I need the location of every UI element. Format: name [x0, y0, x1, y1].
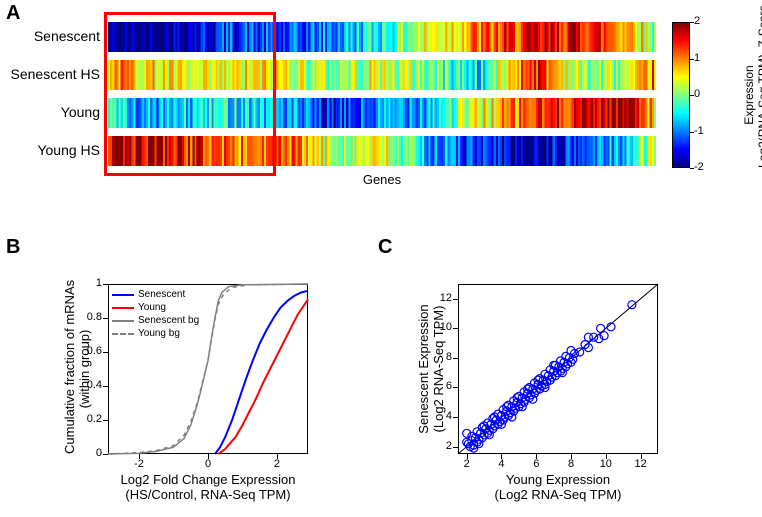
heatmap-row-young — [108, 98, 656, 128]
row-label-young-hs: Young HS — [0, 142, 100, 158]
scatter-point — [628, 301, 636, 309]
legend-swatch — [112, 307, 134, 309]
colorbar-title: ExpressionLog2(RNA-Seq TPM), Z-Score — [742, 22, 762, 168]
heatmap-row-senescent — [108, 22, 656, 52]
panel-c-xlabel-line: Young Expression — [458, 472, 658, 487]
panel-c-xlabel-line: (Log2 RNA-Seq TPM) — [458, 487, 658, 502]
panel-c-xtick: 12 — [631, 458, 651, 470]
panel-b-ylabel: Cumulative fraction of mRNAs(within grou… — [62, 284, 92, 454]
figure-container: A Senescent Senescent HS Young Young HS … — [0, 0, 762, 517]
legend-label: Young bg — [138, 328, 180, 339]
panel-c-xtick: 10 — [596, 458, 616, 470]
panel-b-ytick: 1 — [96, 277, 102, 289]
panel-c-xtick: 6 — [526, 458, 546, 470]
series-young — [218, 299, 308, 454]
panel-b-legend: Senescent Young Senescent bg Young bg — [112, 288, 199, 340]
panel-c-ylabel-line: Senescent Expression — [416, 284, 431, 454]
row-label-young: Young — [0, 104, 100, 120]
panel-c-xlabel: Young Expression(Log2 RNA-Seq TPM) — [458, 472, 658, 502]
panel-b-xlabel-line: (HS/Control, RNA-Seq TPM) — [108, 487, 308, 502]
panel-b-xtick: 0 — [200, 458, 216, 470]
legend-swatch — [112, 294, 134, 296]
panel-b-xlabel: Log2 Fold Change Expression(HS/Control, … — [108, 472, 308, 502]
panel-b-label: B — [6, 236, 20, 259]
panel-c-ylabel: Senescent Expression(Log2 RNA-Seq TPM) — [416, 284, 446, 454]
colorbar-border — [672, 22, 690, 168]
panel-b-ylabel-line: Cumulative fraction of mRNAs — [62, 284, 77, 454]
panel-c-svg — [458, 284, 658, 454]
legend-item: Young bg — [112, 327, 199, 340]
panel-b-xlabel-line: Log2 Fold Change Expression — [108, 472, 308, 487]
colorbar-tick: 2 — [694, 15, 700, 27]
panel-c-xtick: 8 — [561, 458, 581, 470]
legend-item: Senescent — [112, 288, 199, 301]
panel-b-xtick: 2 — [269, 458, 285, 470]
panel-c-xtick: 2 — [457, 458, 477, 470]
legend-swatch — [112, 320, 134, 322]
colorbar-tick: 1 — [694, 52, 700, 64]
colorbar-tick: -1 — [694, 125, 704, 137]
scatter-point — [584, 333, 592, 341]
legend-item: Senescent bg — [112, 314, 199, 327]
legend-label: Senescent bg — [138, 315, 199, 326]
legend-item: Young — [112, 301, 199, 314]
colorbar-title-line: Expression — [742, 22, 756, 168]
scatter-point — [597, 324, 605, 332]
row-label-senescent-hs: Senescent HS — [0, 66, 100, 82]
series-senescent — [215, 291, 308, 454]
panel-c-ylabel-line: (Log2 RNA-Seq TPM) — [431, 284, 446, 454]
panel-b-xtick: -2 — [131, 458, 147, 470]
scatter-point — [576, 348, 584, 356]
legend-swatch — [112, 333, 134, 335]
panel-c-label: C — [378, 236, 392, 259]
heatmap-row-senescent-hs — [108, 60, 656, 90]
row-label-senescent: Senescent — [0, 28, 100, 44]
colorbar-tick: 0 — [694, 88, 700, 100]
heatmap-row-young-hs — [108, 136, 656, 166]
legend-label: Young — [138, 302, 166, 313]
panel-b-ylabel-line: (within group) — [77, 284, 92, 454]
panel-b-ytick: 0 — [96, 447, 102, 459]
colorbar-tick: -2 — [694, 161, 704, 173]
panel-a-xlabel: Genes — [108, 172, 656, 187]
panel-a-label: A — [6, 2, 20, 25]
legend-label: Senescent — [138, 289, 185, 300]
colorbar-title-line: Log2(RNA-Seq TPM), Z-Score — [756, 22, 762, 168]
panel-c-xtick: 4 — [491, 458, 511, 470]
